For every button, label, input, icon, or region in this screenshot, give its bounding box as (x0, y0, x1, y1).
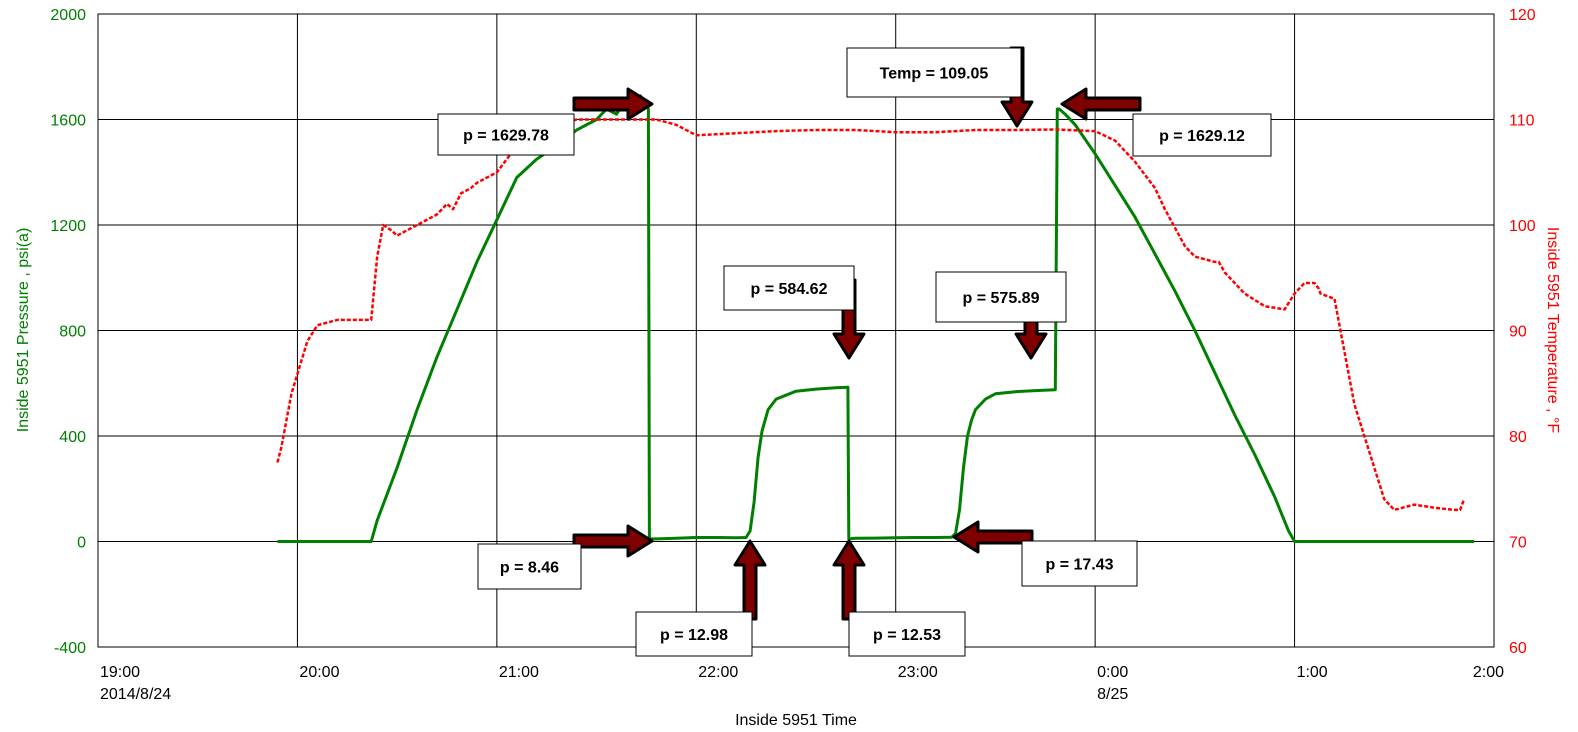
x-tick-label: 23:00 (898, 664, 938, 681)
annotation-box (477, 543, 582, 590)
x-tick-label: 0:00 (1097, 664, 1128, 681)
x-tick-label: 21:00 (499, 664, 539, 681)
x-tick-label: 2:00 (1473, 664, 1504, 681)
x-tick-date-label: 2014/8/24 (100, 686, 171, 703)
annotation-box (437, 113, 575, 156)
y-tick-label-left: 400 (59, 429, 86, 446)
annotation-box (635, 611, 753, 657)
y-ticks-left: 2000 1600 1200 800 400 0 -400 (50, 7, 86, 657)
y-tick-label-left: 800 (59, 324, 86, 341)
y-tick-label-left: -400 (54, 640, 86, 657)
annotation-arrow (572, 524, 654, 558)
grid (97, 13, 1495, 648)
y-tick-label-left: 1200 (50, 218, 86, 235)
y-ticks-right: 120 110 100 90 80 70 60 (1509, 7, 1536, 657)
annotation-label: p = 8.46 (500, 560, 559, 577)
y-tick-label-right: 100 (1509, 218, 1536, 235)
plot-area (97, 13, 1495, 648)
y-tick-label-left: 2000 (50, 7, 86, 24)
annotation-label: p = 17.43 (1045, 557, 1113, 574)
annotation-box (1132, 113, 1272, 157)
annotation-arrow (572, 87, 654, 121)
annotation-label: p = 1629.78 (463, 128, 549, 145)
annotation-box (935, 271, 1067, 323)
annotation-label: p = 1629.12 (1159, 128, 1245, 145)
annotation-label: p = 12.53 (873, 627, 941, 644)
y-tick-label-left: 0 (77, 535, 86, 552)
x-tick-label: 22:00 (698, 664, 738, 681)
y-tick-label-right: 70 (1509, 535, 1527, 552)
x-tick-label: 1:00 (1297, 664, 1328, 681)
y-tick-label-right: 60 (1509, 640, 1527, 657)
annotation-box (723, 265, 855, 311)
annotation-box (848, 611, 966, 657)
y-tick-label-right: 120 (1509, 7, 1536, 24)
annotation-label: p = 584.62 (751, 281, 828, 298)
y-tick-label-right: 80 (1509, 429, 1527, 446)
x-axis-label: Inside 5951 Time (735, 712, 857, 729)
y-tick-label-left: 1600 (50, 113, 86, 130)
annotation-label: p = 575.89 (963, 290, 1040, 307)
annotation-arrow (1060, 87, 1142, 121)
annotations: p = 1629.78 p = 8.46 p = 12.98 p = 584.62 p … (437, 46, 1272, 657)
annotation-box (846, 47, 1022, 98)
annotation-arrow (733, 539, 767, 621)
annotation-arrow (832, 539, 866, 621)
annotation-arrow (952, 520, 1034, 554)
x-tick-label: 19:00 (100, 664, 140, 681)
annotation-label: Temp = 109.05 (880, 66, 989, 83)
x-tick-label: 20:00 (299, 664, 339, 681)
y-tick-label-right: 90 (1509, 324, 1527, 341)
x-ticks: 19:00 2014/8/24 20:00 21:00 22:00 23:00 0:00 8/… (100, 664, 1504, 703)
annotation-box (1021, 540, 1138, 587)
y-axis-label-right: Inside 5951 Temperature , °F (1544, 227, 1561, 433)
annotation-label: p = 12.98 (660, 627, 728, 644)
temperature-series-line (276, 118, 1466, 512)
y-tick-label-right: 110 (1509, 113, 1535, 130)
y-axis-label-left: Inside 5951 Pressure , psi(a) (15, 228, 32, 433)
x-tick-date-label: 8/25 (1097, 686, 1128, 703)
